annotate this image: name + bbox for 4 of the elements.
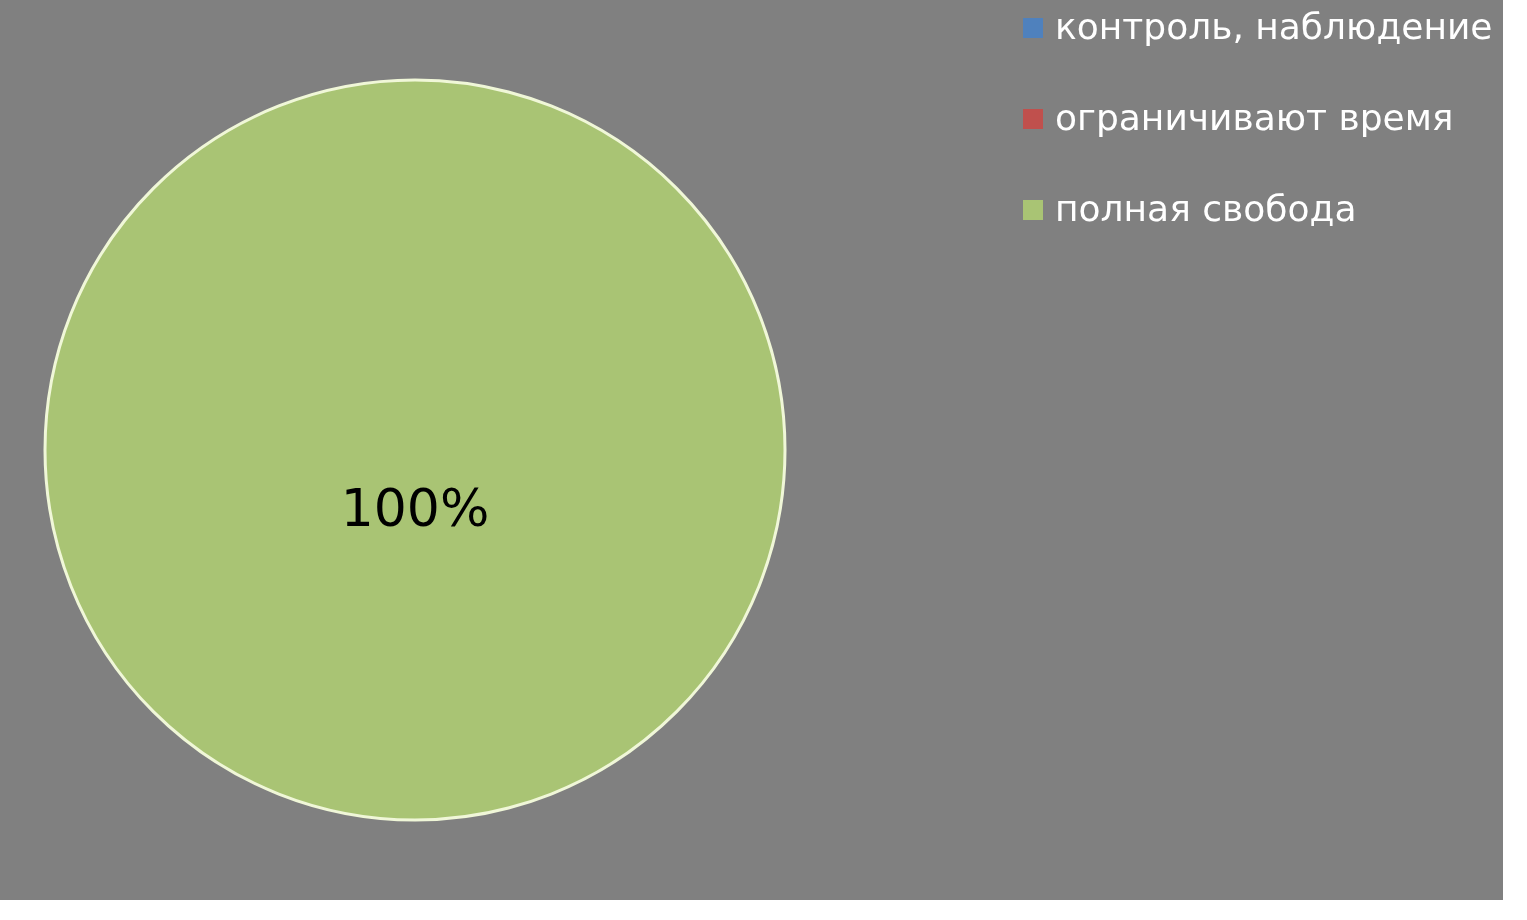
- legend-label: полная свобода: [1055, 188, 1357, 229]
- legend-label: контроль, наблюдение: [1055, 6, 1493, 47]
- legend-label: ограничивают время: [1055, 97, 1454, 138]
- data-label: 100%: [340, 478, 490, 538]
